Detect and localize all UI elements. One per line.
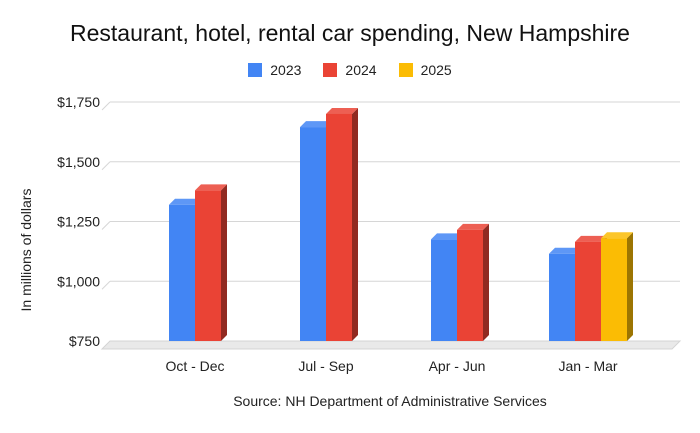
bar-oct-dec-2024	[195, 184, 227, 341]
x-tick-label: Oct - Dec	[165, 358, 224, 374]
bar-front	[575, 241, 601, 341]
gridline-depth	[101, 221, 111, 230]
bar-side	[627, 232, 633, 341]
y-tick-label: $1,500	[57, 154, 100, 170]
legend-item-2023: 2023	[248, 62, 301, 78]
bar-side	[352, 107, 358, 341]
source-note: Source: NH Department of Administrative …	[233, 393, 547, 409]
bar-top	[169, 198, 201, 205]
bar-front	[549, 253, 575, 341]
legend-swatch-2023	[248, 63, 263, 77]
gridline-depth	[101, 161, 111, 171]
legend-label-2023: 2023	[270, 62, 302, 78]
bar-top	[326, 107, 358, 114]
chart-title: Restaurant, hotel, rental car spending, …	[70, 20, 630, 46]
bar-top	[457, 223, 489, 230]
bar-front	[326, 113, 352, 341]
bar-front	[195, 190, 221, 341]
legend-swatch-2025	[398, 63, 413, 77]
bar-side	[221, 184, 227, 341]
legend-label-2024: 2024	[345, 62, 377, 78]
legend-item-2025: 2025	[398, 62, 452, 78]
y-tick-label: $1,750	[57, 94, 100, 110]
x-tick-label: Apr - Jun	[429, 358, 486, 374]
bar-apr-jun-2024	[457, 223, 489, 341]
gridline-depth	[101, 280, 111, 290]
bar-front	[457, 229, 483, 341]
x-tick-label: Jan - Mar	[558, 358, 617, 374]
x-tick-label: Jul - Sep	[298, 358, 353, 374]
bar-jan-mar-2025	[601, 232, 633, 341]
bar-top	[601, 232, 633, 239]
y-tick-label: $750	[69, 333, 100, 349]
bar-jul-sep-2024	[326, 107, 358, 341]
legend-label-2025: 2025	[420, 62, 452, 78]
legend: 2023 2024 2025	[0, 62, 700, 78]
bar-front	[601, 238, 627, 341]
legend-swatch-2024	[323, 63, 338, 77]
plot-floor	[100, 340, 682, 350]
gridline-depth	[101, 101, 111, 111]
bar-top	[195, 184, 227, 191]
bar-top	[549, 247, 581, 254]
bar-top	[575, 235, 607, 242]
bar-top	[300, 121, 332, 128]
bar-side	[483, 223, 489, 341]
bar-front	[431, 239, 457, 341]
y-tick-label: $1,250	[57, 214, 100, 230]
bar-front	[169, 204, 195, 341]
bar-top	[431, 233, 463, 240]
legend-item-2024: 2024	[323, 62, 377, 78]
y-tick-label: $1,000	[57, 273, 100, 289]
bar-front	[300, 127, 326, 341]
